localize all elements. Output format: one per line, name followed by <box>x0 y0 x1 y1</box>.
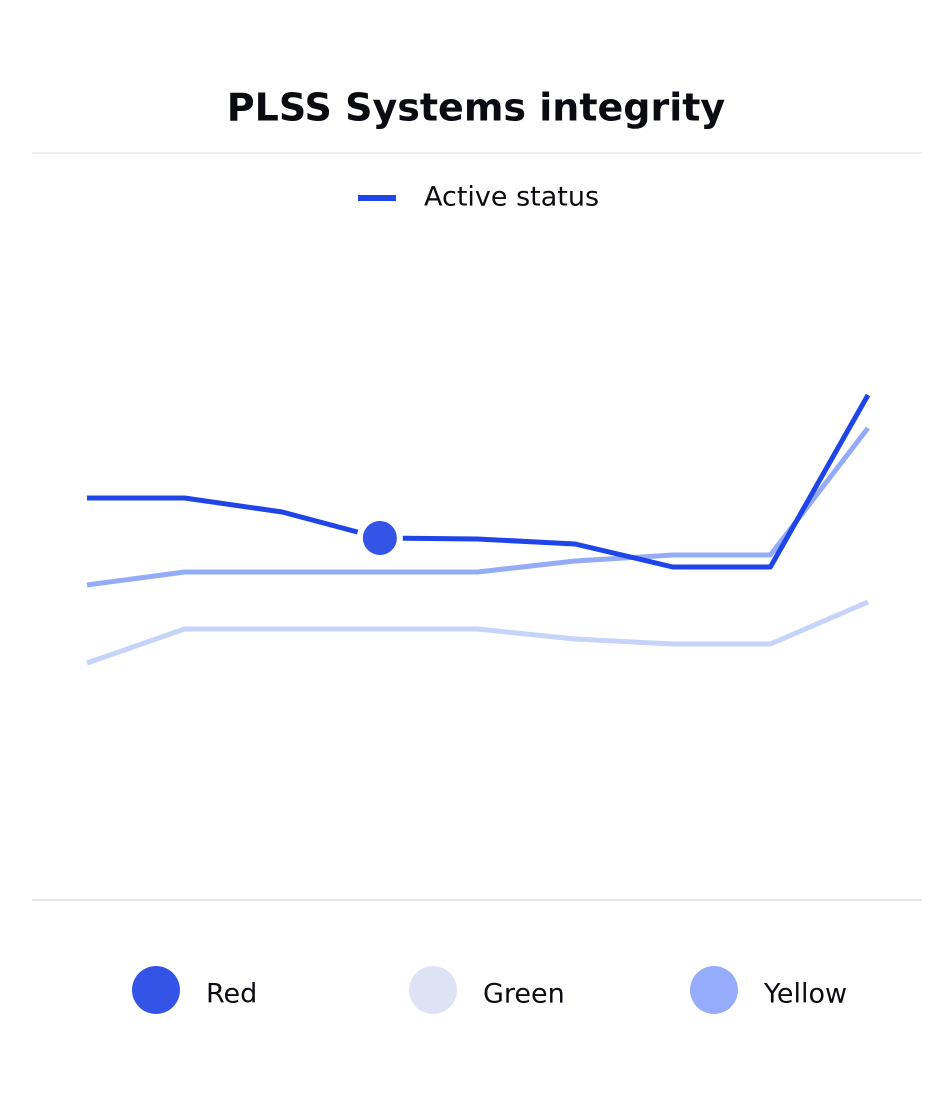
legend-label: Yellow <box>763 979 847 1010</box>
series-line <box>86 599 869 666</box>
series-line <box>86 426 870 588</box>
chart-title: PLSS Systems integrity <box>227 86 726 130</box>
legend-label: Red <box>206 979 257 1010</box>
legend-swatch <box>409 966 457 1014</box>
highlight-point <box>356 515 403 561</box>
series-line <box>87 393 871 570</box>
legend-title: Active status <box>424 182 599 213</box>
legend-swatch <box>132 966 180 1014</box>
plot <box>86 393 871 666</box>
legend-label: Green <box>483 979 565 1010</box>
legend: Red Green Yellow <box>132 966 847 1014</box>
legend-swatch <box>690 966 738 1014</box>
